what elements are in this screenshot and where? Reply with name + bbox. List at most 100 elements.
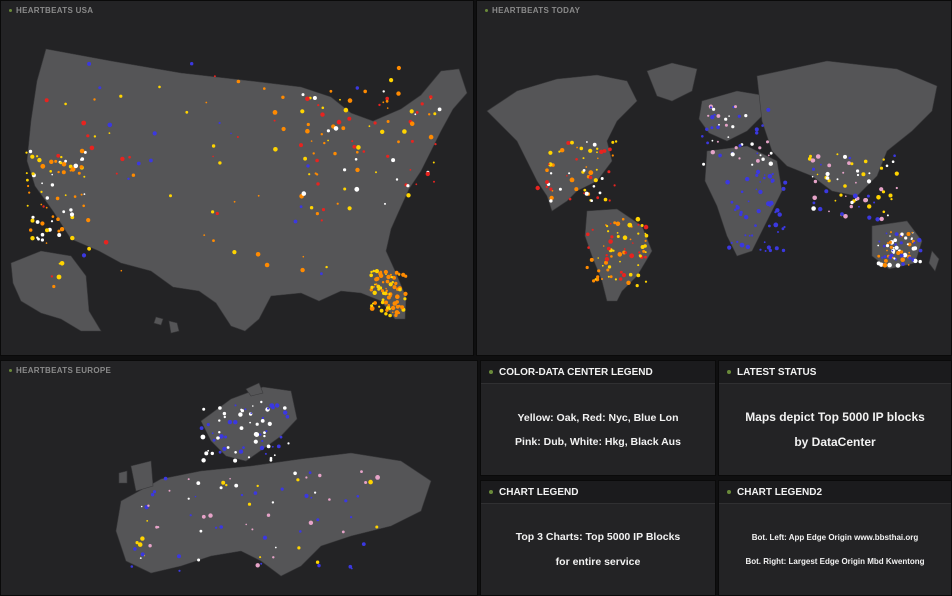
heartbeat-dot xyxy=(386,120,390,123)
heartbeat-dot xyxy=(545,180,549,184)
heartbeat-dot xyxy=(62,210,66,214)
heartbeat-dot xyxy=(211,432,214,435)
heartbeat-dot xyxy=(395,178,399,181)
heartbeat-dot xyxy=(350,567,353,570)
heartbeat-dot xyxy=(607,230,610,233)
usa-map[interactable] xyxy=(1,1,474,356)
heartbeat-dot xyxy=(55,196,60,201)
world-map[interactable] xyxy=(477,1,952,356)
heartbeat-dot xyxy=(583,188,587,192)
heartbeat-dot xyxy=(127,177,130,180)
heartbeat-dot xyxy=(49,159,54,164)
europe-map-title-text: HEARTBEATS EUROPE xyxy=(16,366,112,375)
heartbeat-dot xyxy=(30,154,35,159)
heartbeat-dot xyxy=(303,156,307,161)
heartbeat-dot xyxy=(370,285,374,289)
heartbeat-dot xyxy=(761,157,765,161)
heartbeat-dot xyxy=(889,245,893,249)
heartbeat-dot xyxy=(336,202,339,205)
heartbeat-dot xyxy=(815,154,821,159)
heartbeat-dot xyxy=(271,445,274,448)
heartbeat-dot xyxy=(583,192,585,195)
heartbeat-dot xyxy=(711,139,714,142)
heartbeat-dot xyxy=(297,546,301,550)
heartbeat-dot xyxy=(866,194,870,198)
heartbeat-dot xyxy=(894,243,897,246)
europe-map[interactable] xyxy=(1,361,478,596)
heartbeat-dot xyxy=(305,96,310,102)
heartbeat-dot xyxy=(636,273,641,278)
heartbeat-dot xyxy=(45,206,48,209)
heartbeat-dot xyxy=(218,406,222,410)
heartbeat-dot xyxy=(233,200,236,203)
heartbeat-dot xyxy=(836,153,839,156)
heartbeat-dot xyxy=(781,227,785,231)
heartbeat-dot xyxy=(40,203,43,206)
heartbeat-dot xyxy=(343,168,347,172)
heartbeat-dot xyxy=(613,184,616,187)
heartbeat-dot xyxy=(305,476,308,479)
heartbeat-dot xyxy=(382,90,385,93)
heartbeat-dot xyxy=(51,215,55,218)
heartbeat-dot xyxy=(437,107,442,112)
heartbeat-dot xyxy=(592,185,596,188)
heartbeat-dot xyxy=(120,156,125,162)
heartbeat-dot xyxy=(115,172,118,175)
heartbeat-dot xyxy=(644,280,648,283)
heartbeat-dot xyxy=(230,132,232,135)
heartbeat-dot xyxy=(628,272,633,277)
heartbeat-dot xyxy=(64,194,67,197)
heartbeat-dot xyxy=(406,193,411,198)
heartbeat-dot xyxy=(50,275,54,278)
greenland xyxy=(646,62,698,102)
heartbeat-dot xyxy=(882,244,886,248)
heartbeat-dot xyxy=(385,99,389,103)
heartbeat-dot xyxy=(60,155,63,159)
heartbeat-dot xyxy=(296,478,300,482)
heartbeat-dot xyxy=(240,408,243,411)
heartbeat-dot xyxy=(755,131,759,135)
heartbeat-dot xyxy=(218,419,221,422)
heartbeat-dot xyxy=(433,112,437,116)
heartbeat-dot xyxy=(885,164,889,168)
chart-legend-body: Top 3 Charts: Top 5000 IP Blocks for ent… xyxy=(481,504,715,595)
chart-legend-line2: for entire service xyxy=(555,556,641,568)
heartbeat-dot xyxy=(189,514,192,517)
heartbeat-dot xyxy=(28,149,33,154)
heartbeat-dot xyxy=(433,180,435,183)
heartbeat-dot xyxy=(775,208,780,213)
heartbeat-dot xyxy=(876,261,881,266)
europe-map-title: HEARTBEATS EUROPE xyxy=(9,366,111,375)
heartbeat-dot xyxy=(222,411,227,416)
heartbeat-dot xyxy=(900,232,904,236)
heartbeat-dot xyxy=(87,246,91,251)
heartbeat-dot xyxy=(766,245,771,250)
heartbeat-dot xyxy=(260,400,263,404)
heartbeat-dot xyxy=(619,277,623,281)
chart-legend-line1: Top 3 Charts: Top 5000 IP Blocks xyxy=(515,531,681,543)
heartbeat-dot xyxy=(218,161,222,165)
heartbeat-dot xyxy=(354,186,360,192)
heartbeat-dot xyxy=(150,493,155,497)
heartbeat-dot xyxy=(839,193,843,197)
heartbeat-dot xyxy=(131,173,136,177)
heartbeat-dot xyxy=(373,121,377,125)
heartbeat-dot xyxy=(713,113,716,116)
heartbeat-dot xyxy=(910,237,913,240)
heartbeat-dot xyxy=(644,255,647,259)
heartbeat-dot xyxy=(27,184,30,188)
heartbeat-dot xyxy=(259,433,262,436)
heartbeat-dot xyxy=(317,563,321,568)
heartbeat-dot xyxy=(207,449,210,452)
heartbeat-dot xyxy=(547,163,550,166)
heartbeat-dot xyxy=(770,180,774,183)
heartbeat-dot xyxy=(218,121,221,125)
heartbeat-dot xyxy=(597,257,599,259)
heartbeat-dot xyxy=(344,499,348,503)
heartbeat-dot xyxy=(597,157,599,160)
heartbeat-dot xyxy=(756,159,760,163)
heartbeat-dot xyxy=(415,111,419,114)
heartbeat-dot xyxy=(333,151,337,156)
heartbeat-dot xyxy=(368,479,373,485)
heartbeat-dot xyxy=(252,405,254,407)
